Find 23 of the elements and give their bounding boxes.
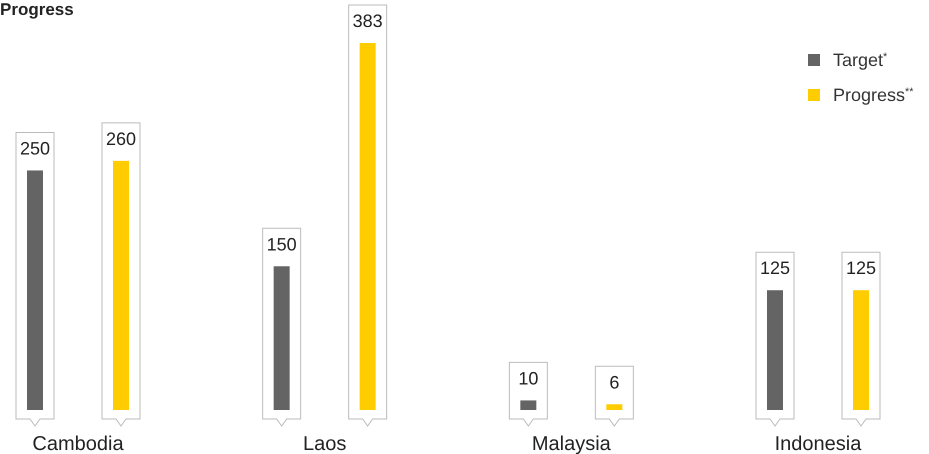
bar: [606, 404, 622, 410]
bar: [27, 170, 43, 410]
x-tick-label: Malaysia: [532, 433, 612, 454]
bar: [520, 400, 536, 410]
bar: [853, 290, 869, 410]
legend-label: Target$^{*}$: [833, 50, 888, 70]
bar: [274, 266, 290, 410]
x-tick-label: Laos: [302, 433, 346, 454]
bar: [113, 160, 129, 410]
data-label: 125: [846, 258, 876, 278]
bar: [767, 290, 783, 410]
x-tick-label: Cambodia: [32, 433, 124, 454]
data-label: 150: [266, 234, 297, 254]
data-label: 383: [352, 11, 383, 31]
x-tick-label: Indonesia: [774, 433, 862, 454]
data-label: 250: [20, 138, 50, 158]
data-label: 125: [760, 258, 790, 278]
data-label: 10: [518, 368, 538, 388]
legend-label: Progress$^{**}$: [833, 85, 914, 105]
data-label: 260: [106, 128, 136, 149]
bar: [360, 43, 376, 410]
data-label: 6: [609, 372, 620, 392]
chart-title: Progress: [0, 0, 74, 19]
